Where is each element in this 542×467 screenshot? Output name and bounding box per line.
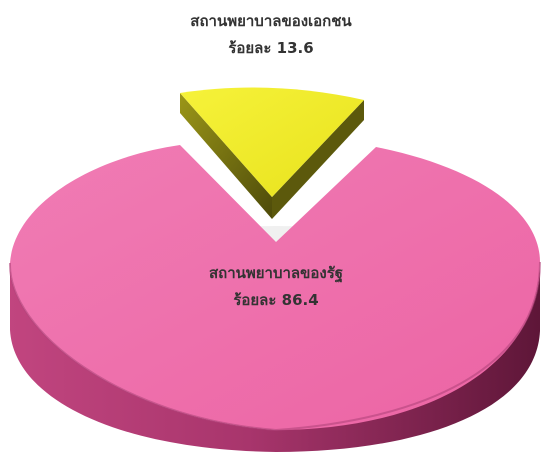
label-government: สถานพยาบาลของรัฐ ร้อยละ 86.4 [209,264,343,309]
slice-private-top [180,87,364,197]
slice-private-side-right [272,100,364,219]
label-private-name: สถานพยาบาลของเอกชน [190,12,352,30]
label-government-value: ร้อยละ 86.4 [233,291,318,309]
slice-government [8,145,541,452]
slice-government-side [9,262,541,452]
slice-private-side-left [180,93,272,219]
slice-government-top [9,145,540,430]
label-private: สถานพยาบาลของเอกชน ร้อยละ 13.6 [190,12,352,57]
slice-government-edge [8,261,541,432]
label-private-value: ร้อยละ 13.6 [228,39,313,57]
label-government-name: สถานพยาบาลของรัฐ [209,264,343,283]
slice-private [180,87,364,219]
